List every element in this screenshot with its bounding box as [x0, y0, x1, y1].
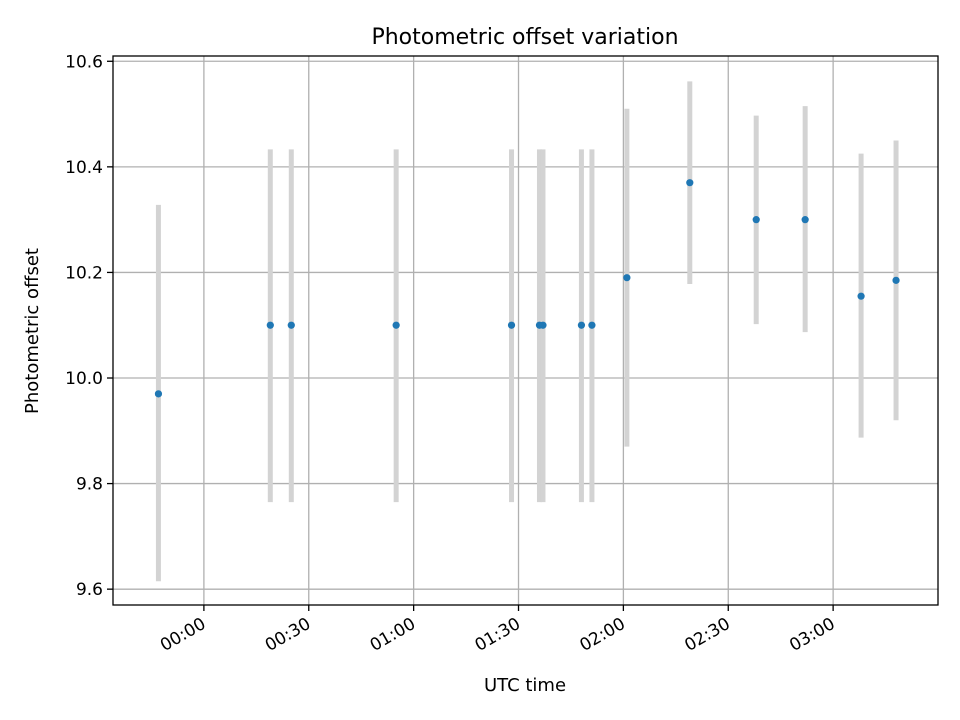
x-tick-label: 02:30: [681, 614, 733, 656]
data-point: [588, 321, 596, 329]
y-tick-label: 10.6: [65, 52, 103, 72]
y-tick-label: 10.0: [65, 369, 103, 389]
y-tick-label: 9.6: [76, 580, 103, 600]
y-tick-label: 10.4: [65, 158, 103, 178]
data-point: [801, 216, 809, 224]
errorbar-layer: [155, 81, 899, 582]
x-tick-label: 00:30: [262, 614, 314, 656]
x-tick-label: 01:30: [472, 614, 524, 656]
x-tick-label: 01:00: [367, 614, 419, 656]
x-tick-label: 02:00: [576, 614, 628, 656]
data-point: [392, 321, 400, 329]
data-point: [623, 274, 631, 282]
tick-layer: 00:00 00:30 01:00 01:30 02:00 02:30 03:00 9.6 9.…: [65, 52, 838, 656]
y-tick-label: 10.2: [65, 263, 103, 283]
data-point: [266, 321, 274, 329]
x-tick-label: 00:00: [157, 614, 209, 656]
grid-layer: [113, 56, 938, 605]
x-axis-label: UTC time: [484, 675, 566, 696]
chart-title: Photometric offset variation: [371, 25, 678, 50]
plot-frame: [112, 55, 939, 606]
x-tick-label: 03:00: [786, 614, 838, 656]
data-point: [577, 321, 586, 329]
data-point: [857, 292, 865, 300]
data-point: [892, 276, 900, 284]
data-point: [287, 321, 295, 329]
data-point: [539, 321, 547, 329]
y-axis-label: Photometric offset: [22, 248, 43, 414]
data-point: [154, 390, 163, 398]
data-point: [752, 216, 760, 224]
point-layer: [154, 179, 900, 398]
y-tick-label: 9.8: [76, 475, 103, 495]
data-point: [686, 179, 694, 187]
data-point: [507, 321, 516, 329]
